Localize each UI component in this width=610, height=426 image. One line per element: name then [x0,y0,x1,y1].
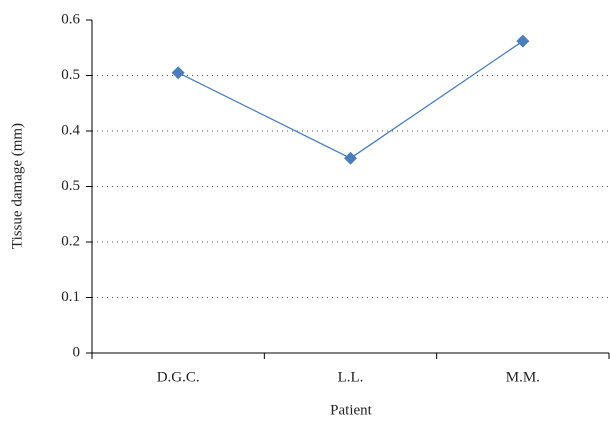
y-tick-label: 0.2 [61,233,80,249]
y-axis-label: Tissue damage (mm) [9,123,25,249]
x-tick-label: L.L. [338,369,364,385]
y-tick-label: 0 [73,344,81,360]
y-tick-label: 0.5 [61,178,80,194]
marker [344,151,357,165]
y-tick-label: 0.6 [61,11,80,27]
line [177,40,524,159]
x-tick-label: M.M. [506,369,540,385]
y-tick-label: 0.1 [61,289,80,305]
x-axis-label: Patient [330,402,372,418]
y-tick-label: 0.4 [61,122,80,138]
x-tick-label: D.G.C. [157,369,200,385]
y-tick-label: 0.5 [61,67,80,83]
marker [516,34,530,48]
marker [171,66,185,80]
